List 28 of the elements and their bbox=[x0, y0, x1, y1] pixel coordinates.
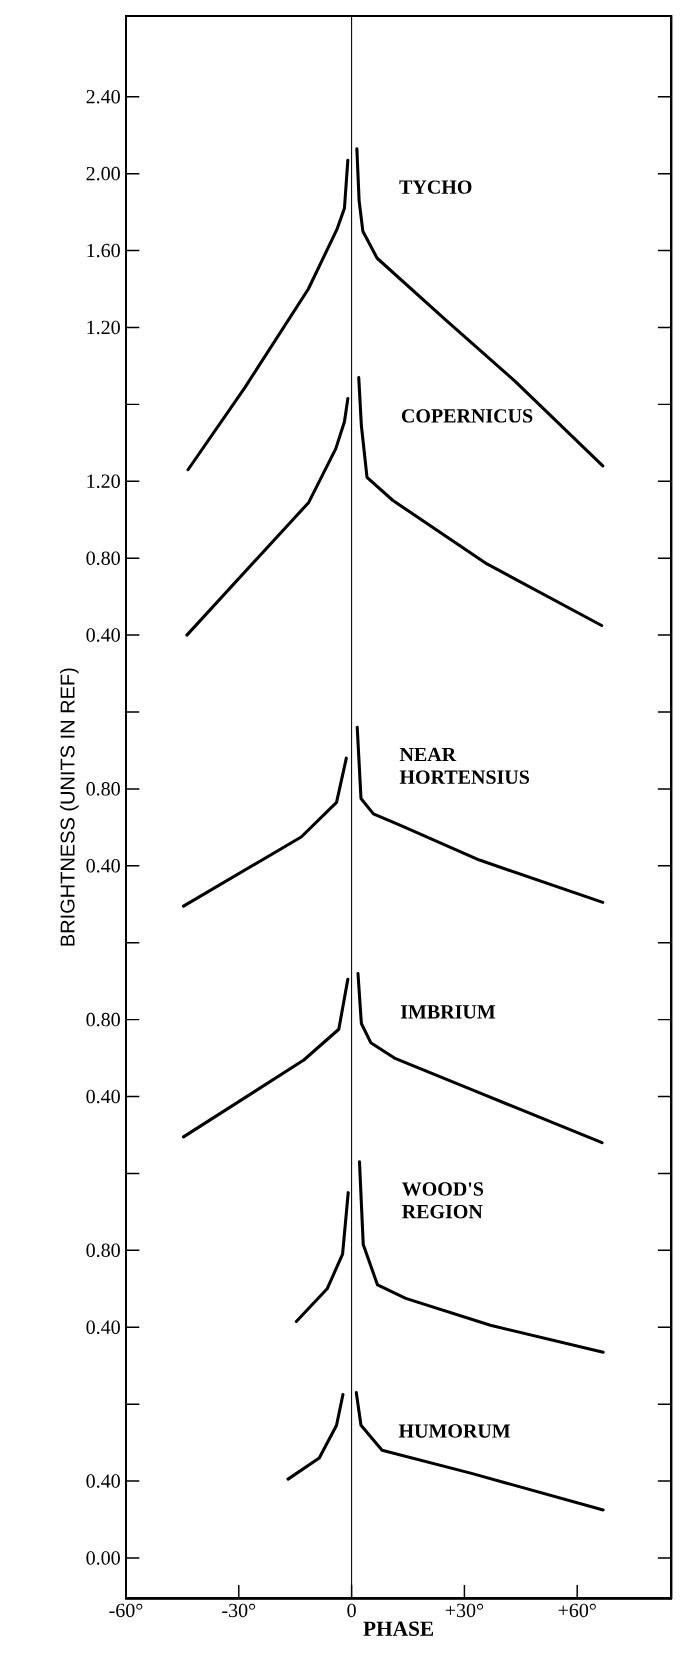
text: COPERNICUS bbox=[402, 409, 533, 423]
y-tick-label: 0.00 bbox=[86, 1551, 120, 1565]
series-label: NEAR HORTENSIUS bbox=[399, 747, 530, 784]
x-tick-label: -30° bbox=[222, 1603, 256, 1618]
y-tick-label: 1.60 bbox=[87, 243, 120, 258]
y-axis-title: BRIGHTNESS (UNITS IN REF) bbox=[60, 668, 79, 946]
y-tick-label: 0.40 bbox=[86, 1474, 120, 1488]
y-tick-label: 1.20 bbox=[87, 320, 120, 335]
y-tick-label: 0.40 bbox=[86, 859, 120, 873]
y-tick-label: 1.20 bbox=[87, 474, 120, 489]
y-tick-label: 0.40 bbox=[86, 1320, 120, 1335]
series-label: IMBRIUM bbox=[400, 1005, 496, 1019]
series-label: WOOD'S REGION bbox=[402, 1182, 484, 1219]
x-tick-label: +30° bbox=[445, 1603, 484, 1618]
x-axis-title: PHASE bbox=[363, 1621, 434, 1636]
x-tick-label: 0 bbox=[347, 1603, 356, 1618]
x-tick-label: -60° bbox=[109, 1603, 143, 1618]
x-tick-label: +60° bbox=[558, 1603, 596, 1618]
y-tick-label: 0.80 bbox=[86, 1012, 120, 1027]
y-tick-label: 0.80 bbox=[86, 782, 120, 796]
series-label: HUMORUM bbox=[398, 1424, 511, 1438]
y-tick-label: 0.80 bbox=[86, 1243, 120, 1258]
y-tick-label: 0.40 bbox=[86, 628, 120, 642]
y-tick-label: 2.00 bbox=[86, 166, 120, 181]
text: TYCHO bbox=[399, 180, 472, 194]
y-tick-label: 0.40 bbox=[86, 1089, 120, 1104]
y-tick-label: 2.40 bbox=[86, 89, 120, 104]
y-tick-label: 0.80 bbox=[86, 551, 120, 565]
